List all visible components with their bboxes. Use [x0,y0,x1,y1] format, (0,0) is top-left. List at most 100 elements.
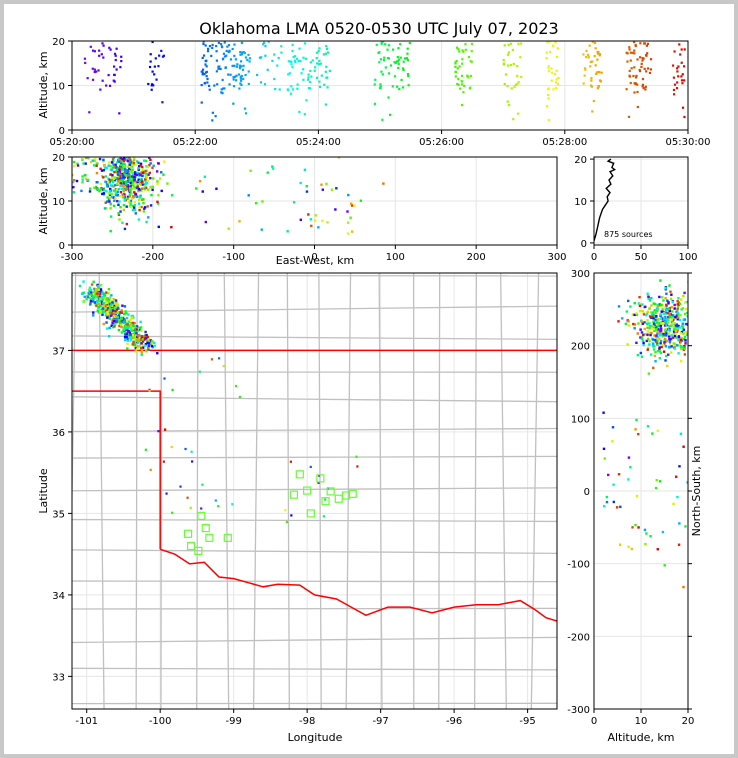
time-altitude-point [239,75,242,78]
east-west-point [335,187,338,190]
time-altitude-point [470,60,473,63]
time-altitude-point [226,45,229,48]
east-west-point [119,159,123,162]
plan-view-point [122,320,125,324]
east-west-point [91,159,94,162]
county-line [345,273,352,709]
time-altitude-point [640,65,643,69]
east-west-point [121,178,125,182]
time-altitude-point [587,56,590,59]
east-west-point [215,187,218,190]
east-west-point [72,173,74,177]
east-west-point [160,171,163,174]
plan-view-point [129,333,132,336]
time-altitude-point [516,74,519,77]
time-altitude-point [406,52,409,55]
north-south-point [649,353,653,356]
east-west-point [129,171,133,175]
plan-view-point [139,346,143,350]
time-altitude-point [383,56,386,59]
north-south-point [658,295,661,299]
county-line [72,427,557,433]
time-altitude-point [460,83,464,86]
time-altitude-point [98,54,101,57]
plan-view-point [127,320,131,323]
plan-view-point [139,343,142,347]
histogram-xtick-label: 100 [678,252,697,263]
plan-view-point [113,299,116,302]
plan-view-point [163,377,166,380]
north-south-point [689,338,691,340]
plan-view-point [123,335,127,339]
time-altitude-point [248,57,251,60]
north-south-point [655,325,659,328]
plan-view-point [165,492,168,495]
plan-view-point [105,314,108,317]
north-south-point [680,345,683,349]
east-west-point [170,194,174,197]
east-west-point [147,154,149,156]
north-south-point [669,290,672,293]
north-south-point [635,312,638,315]
east-west-point [121,162,124,165]
east-west-point [131,160,134,163]
county-line [72,487,557,492]
time-altitude-point [307,87,311,90]
east-west-point [72,160,76,164]
time-altitude-point [596,87,599,90]
time-altitude-point [234,58,237,61]
time-altitude-point [469,74,473,78]
plan-view-point [127,313,130,316]
time-altitude-point [248,60,251,63]
east-west-point [128,193,132,197]
time-altitude-point [649,68,652,71]
plan-view-point [137,338,140,342]
plan-view-point [107,292,110,295]
time-altitude-point [290,60,293,64]
time-altitude-point [454,70,457,73]
east-west-point [337,157,341,159]
plan-view-point [108,326,111,330]
time-altitude-point [290,63,293,66]
time-altitude-point [113,65,116,68]
north-south-point [682,346,685,349]
north-south-point [656,429,660,433]
time-altitude-point [240,79,243,82]
north-south-point [627,299,630,303]
time-altitude-point [458,65,461,68]
plan-view-point [184,447,187,451]
time-altitude-point [311,59,314,62]
north-south-ytick-label: -100 [567,560,590,571]
time-altitude-point [406,47,409,50]
time-altitude-point [393,75,397,78]
plan-view-point [123,318,126,321]
east-west-point [157,194,160,197]
time-altitude-point [648,71,652,75]
north-south-point [648,327,651,330]
north-south-point [685,333,688,336]
north-south-point [626,343,629,346]
north-south-point [657,322,661,325]
time-altitude-point [93,50,96,53]
histogram-ytick-label: 0 [581,239,587,250]
north-south-point [666,299,669,302]
plan-view-point [124,332,127,336]
north-south-point [689,327,691,329]
plan-view-point [324,498,327,501]
north-south-point [637,432,640,436]
north-south-point [676,495,679,499]
east-west-point [102,192,105,195]
plan-view-point [128,324,131,327]
north-south-point [663,342,666,346]
map-layer [72,273,557,709]
plan-view-point [147,337,151,341]
east-west-point [150,186,153,189]
plan-view-ytick-label: 36 [52,428,65,439]
north-south-point [617,320,620,323]
east-west-point [140,198,144,201]
time-altitude-point [396,55,399,59]
plan-view-point [231,503,234,506]
time-altitude-point [258,56,262,59]
north-south-point [683,291,686,295]
east-west-point [163,160,166,163]
